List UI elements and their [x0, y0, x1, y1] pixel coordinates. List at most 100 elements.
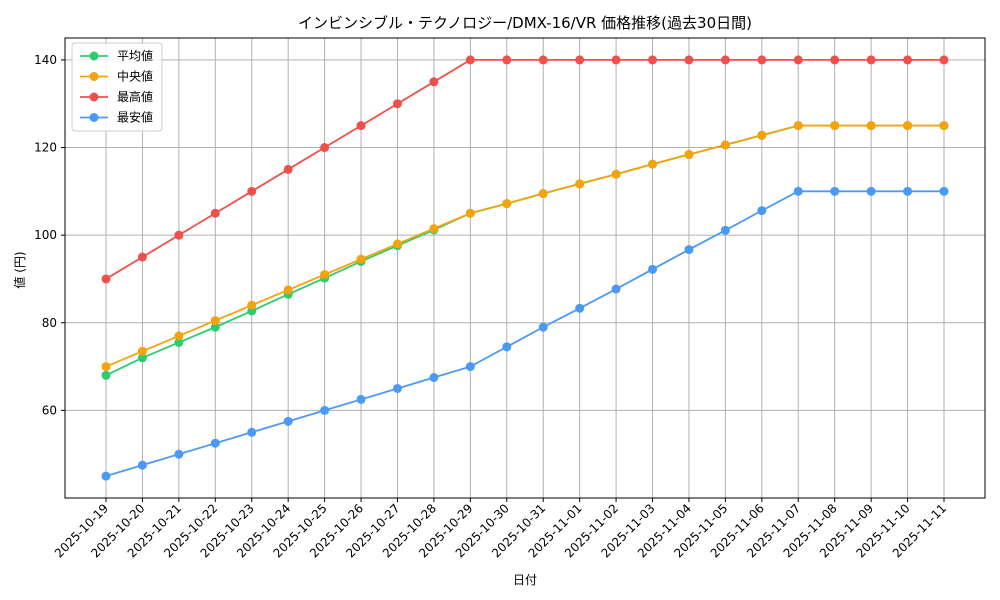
- data-point: [575, 179, 585, 189]
- y-tick-label: 80: [42, 316, 57, 330]
- y-tick-label: 60: [42, 403, 57, 417]
- data-point: [247, 427, 257, 437]
- data-point: [720, 225, 730, 235]
- data-point: [174, 449, 184, 459]
- data-point: [356, 254, 366, 264]
- data-point: [502, 199, 512, 209]
- data-point: [429, 373, 439, 383]
- data-point: [903, 121, 913, 131]
- data-point: [137, 460, 147, 470]
- data-point: [793, 186, 803, 196]
- data-point: [502, 55, 512, 65]
- data-point: [465, 55, 475, 65]
- data-point: [611, 55, 621, 65]
- data-point: [575, 303, 585, 313]
- legend-marker: [89, 51, 99, 61]
- data-point: [137, 252, 147, 262]
- y-tick-label: 120: [34, 141, 57, 155]
- data-point: [247, 186, 257, 196]
- data-point: [320, 143, 330, 153]
- x-axis-label: 日付: [513, 573, 537, 587]
- data-point: [757, 206, 767, 216]
- series-line: [105, 190, 944, 477]
- data-point: [283, 164, 293, 174]
- data-point: [575, 55, 585, 65]
- data-point: [283, 416, 293, 426]
- data-point: [793, 55, 803, 65]
- data-point: [210, 438, 220, 448]
- data-point: [648, 159, 658, 169]
- data-point: [939, 55, 949, 65]
- plot-frame: [64, 37, 986, 499]
- y-axis-ticks: 60 80 100 120 140: [34, 53, 65, 417]
- data-point: [684, 245, 694, 255]
- data-point: [538, 55, 548, 65]
- data-point: [210, 322, 220, 332]
- data-point: [320, 405, 330, 415]
- legend-label: 中央値: [117, 69, 153, 84]
- data-point: [866, 55, 876, 65]
- data-point: [903, 186, 913, 196]
- legend-label: 平均値: [117, 48, 153, 63]
- data-point: [283, 285, 293, 295]
- y-tick-label: 100: [34, 228, 57, 242]
- legend-item: 最高値: [80, 89, 153, 104]
- y-tick-label: 140: [34, 53, 57, 67]
- data-point: [101, 362, 111, 372]
- data-point: [611, 284, 621, 294]
- data-point: [866, 121, 876, 131]
- legend-box: [71, 42, 163, 132]
- grid-layer: [65, 38, 985, 498]
- data-point: [611, 169, 621, 179]
- data-point: [538, 189, 548, 199]
- series-line: [105, 59, 944, 280]
- data-point: [247, 300, 257, 310]
- series-最安値: [101, 186, 949, 481]
- data-point: [137, 353, 147, 363]
- legend-item: 中央値: [80, 69, 153, 84]
- legend-marker: [89, 72, 99, 81]
- data-point: [648, 264, 658, 274]
- series-layer: [101, 55, 949, 481]
- data-point: [101, 274, 111, 284]
- data-point: [174, 230, 184, 240]
- data-point: [356, 121, 366, 131]
- data-point: [830, 186, 840, 196]
- data-point: [320, 270, 330, 280]
- data-point: [648, 55, 658, 65]
- legend-label: 最高値: [117, 89, 153, 104]
- legend-item: 最安値: [80, 110, 153, 125]
- data-point: [903, 55, 913, 65]
- data-point: [210, 208, 220, 218]
- data-point: [174, 337, 184, 347]
- data-point: [502, 342, 512, 352]
- data-point: [392, 383, 402, 393]
- legend-marker: [89, 113, 99, 122]
- series-line: [105, 124, 944, 368]
- data-point: [392, 99, 402, 109]
- data-point: [137, 346, 147, 356]
- data-point: [174, 331, 184, 341]
- y-axis-label: 値 (円): [12, 251, 27, 288]
- data-point: [210, 316, 220, 326]
- chart-title: インビンシブル・テクノロジー/DMX-16/VR 価格推移(過去30日間): [298, 14, 752, 32]
- legend-marker: [89, 92, 99, 102]
- data-point: [101, 370, 111, 380]
- series-最高値: [101, 55, 949, 284]
- data-point: [429, 77, 439, 87]
- data-point: [465, 208, 475, 218]
- data-point: [830, 121, 840, 131]
- data-point: [720, 55, 730, 65]
- data-point: [757, 130, 767, 140]
- data-point: [429, 224, 439, 234]
- data-point: [684, 150, 694, 160]
- series-中央値: [101, 121, 949, 372]
- data-point: [866, 186, 876, 196]
- data-point: [392, 239, 402, 249]
- data-point: [101, 471, 111, 481]
- legend-label: 最安値: [117, 110, 153, 125]
- data-point: [757, 55, 767, 65]
- data-point: [538, 322, 548, 332]
